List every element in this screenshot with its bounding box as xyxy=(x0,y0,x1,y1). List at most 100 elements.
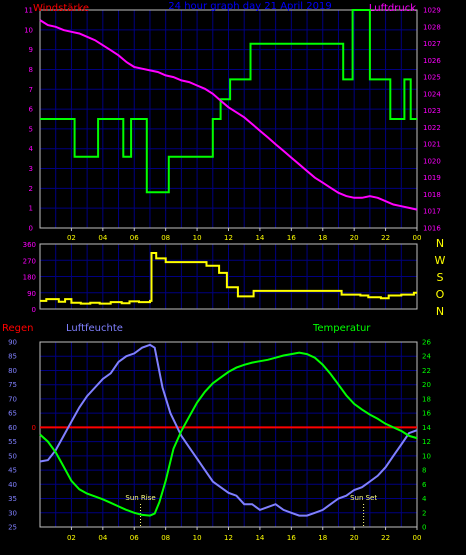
humidity-y-tick-label: 25 xyxy=(8,524,17,532)
temperature-y-tick-label: 20 xyxy=(422,381,431,389)
humidity-y-tick-label: 65 xyxy=(8,410,17,418)
temperature-y-tick-label: 8 xyxy=(422,467,426,475)
direction-y-tick-label: 0 xyxy=(32,306,36,314)
x-tick-label: 22 xyxy=(381,234,390,242)
x-tick-label: 10 xyxy=(193,534,202,542)
x-tick-label: 18 xyxy=(318,534,327,542)
pressure-y-tick-label: 1016 xyxy=(423,225,441,233)
x-tick-label: 06 xyxy=(130,234,139,242)
humidity-y-tick-label: 75 xyxy=(8,381,17,389)
x-tick-label: 02 xyxy=(67,234,76,242)
pressure-y-tick-label: 1022 xyxy=(423,124,441,132)
wind-y-tick-label: 6 xyxy=(29,106,34,114)
temperature-y-tick-label: 26 xyxy=(422,339,431,347)
direction-y-tick-label: 270 xyxy=(23,257,36,265)
wind-y-tick-label: 2 xyxy=(29,185,33,193)
x-tick-label: 18 xyxy=(318,234,327,242)
compass-label: S xyxy=(437,271,444,284)
temperature-y-tick-label: 18 xyxy=(422,395,431,403)
pressure-axis-title: Luftdruck xyxy=(369,3,416,14)
rain-y-tick-label: 0 xyxy=(32,424,36,432)
temperature-y-tick-label: 22 xyxy=(422,367,431,375)
pressure-line xyxy=(39,19,418,211)
temperature-y-tick-label: 16 xyxy=(422,410,431,418)
x-tick-label: 02 xyxy=(67,534,76,542)
temperature-y-tick-label: 24 xyxy=(422,353,431,361)
x-tick-label: 16 xyxy=(287,234,296,242)
x-tick-label: 10 xyxy=(193,234,202,242)
humidity-y-tick-label: 60 xyxy=(8,424,17,432)
wind-y-tick-label: 4 xyxy=(29,145,34,153)
wind-y-tick-label: 5 xyxy=(29,125,33,133)
pressure-y-tick-label: 1019 xyxy=(423,174,441,182)
x-tick-label: 14 xyxy=(255,534,264,542)
compass-label: N xyxy=(436,305,444,318)
x-tick-label: 14 xyxy=(255,234,264,242)
temperature-axis-title: Temperatur xyxy=(312,323,371,334)
pressure-y-tick-label: 1021 xyxy=(423,141,441,149)
x-tick-label: 00 xyxy=(413,234,422,242)
pressure-y-tick-label: 1027 xyxy=(423,40,441,48)
pressure-y-tick-label: 1026 xyxy=(423,57,441,65)
x-tick-label: 00 xyxy=(413,534,422,542)
wind-y-tick-label: 0 xyxy=(29,225,33,233)
x-tick-label: 20 xyxy=(350,534,359,542)
humidity-y-tick-label: 45 xyxy=(8,467,17,475)
x-tick-label: 12 xyxy=(224,534,233,542)
x-tick-label: 04 xyxy=(98,234,107,242)
humidity-y-tick-label: 70 xyxy=(8,395,17,403)
humidity-line xyxy=(39,343,418,517)
humidity-y-tick-label: 40 xyxy=(8,481,17,489)
humidity-axis-title: Luftfeuchte xyxy=(66,323,123,334)
temperature-y-tick-label: 6 xyxy=(422,481,427,489)
compass-label: N xyxy=(436,237,444,250)
wind-y-tick-label: 9 xyxy=(29,46,33,54)
humidity-y-tick-label: 30 xyxy=(8,509,17,517)
pressure-y-tick-label: 1018 xyxy=(423,191,441,199)
humidity-y-tick-label: 50 xyxy=(8,452,17,460)
x-tick-label: 08 xyxy=(161,234,170,242)
humidity-y-tick-label: 55 xyxy=(8,438,17,446)
temperature-y-tick-label: 12 xyxy=(422,438,431,446)
wind-axis-title: Windstärke xyxy=(33,3,89,14)
temperature-line xyxy=(39,351,418,517)
x-tick-label: 22 xyxy=(381,534,390,542)
compass-label: W xyxy=(435,254,446,267)
chart-title: 24 hour graph day 21 April 2019 xyxy=(168,1,331,12)
pressure-y-tick-label: 1020 xyxy=(423,157,441,165)
wind-direction-line xyxy=(40,252,417,305)
humidity-y-tick-label: 80 xyxy=(8,367,17,375)
x-tick-label: 04 xyxy=(98,534,107,542)
humidity-y-tick-label: 85 xyxy=(8,353,17,361)
wind-y-tick-label: 7 xyxy=(29,86,33,94)
temperature-y-tick-label: 0 xyxy=(422,524,426,532)
wind-y-tick-label: 11 xyxy=(24,7,33,15)
x-tick-label: 16 xyxy=(287,534,296,542)
temperature-y-tick-label: 4 xyxy=(422,495,427,503)
wind-y-tick-label: 8 xyxy=(29,66,33,74)
wind-y-tick-label: 1 xyxy=(29,205,33,213)
x-tick-label: 20 xyxy=(350,234,359,242)
pressure-y-tick-label: 1029 xyxy=(423,7,441,15)
pressure-y-tick-label: 1024 xyxy=(423,90,441,98)
x-tick-label: 06 xyxy=(130,534,139,542)
pressure-y-tick-label: 1028 xyxy=(423,23,441,31)
compass-label: O xyxy=(436,288,445,301)
wind-y-tick-label: 10 xyxy=(24,26,33,34)
temperature-y-tick-label: 10 xyxy=(422,452,431,460)
sun-annotation-label: Sun Rise xyxy=(125,494,155,502)
rain-axis-title: Regen xyxy=(2,323,34,334)
sun-annotation-label: Sun Set xyxy=(350,494,377,502)
pressure-y-tick-label: 1023 xyxy=(423,107,441,115)
pressure-y-tick-label: 1025 xyxy=(423,74,441,82)
direction-y-tick-label: 90 xyxy=(27,290,36,298)
wind-speed-line xyxy=(40,9,417,194)
x-tick-label: 12 xyxy=(224,234,233,242)
temperature-y-tick-label: 14 xyxy=(422,424,431,432)
direction-y-tick-label: 180 xyxy=(23,274,36,282)
humidity-y-tick-label: 35 xyxy=(8,495,17,503)
direction-panel-frame xyxy=(39,243,418,310)
direction-y-tick-label: 360 xyxy=(23,241,36,249)
pressure-y-tick-label: 1017 xyxy=(423,208,441,216)
